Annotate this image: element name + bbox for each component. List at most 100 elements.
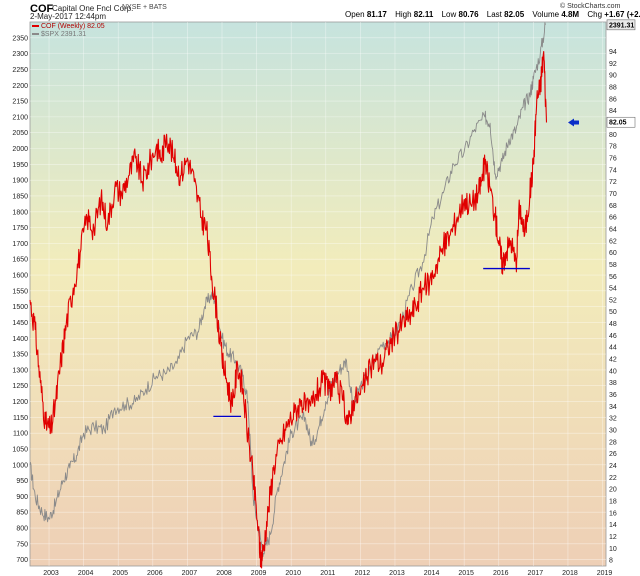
x-tick-label: 2019 bbox=[597, 570, 613, 576]
legend-swatch-cof bbox=[32, 25, 39, 27]
right-tick-label: 30 bbox=[609, 428, 617, 435]
x-tick-label: 2011 bbox=[320, 570, 335, 576]
chg-value: +1.67 (+2.08%) ▲ bbox=[604, 10, 640, 19]
left-tick-label: 1350 bbox=[12, 352, 28, 359]
right-tick-label: 46 bbox=[609, 333, 617, 340]
right-tick-label: 92 bbox=[609, 61, 617, 68]
legend: COF (Weekly) 82.05 $SPX 2391.31 bbox=[32, 22, 105, 38]
x-tick-label: 2008 bbox=[216, 570, 232, 576]
ticker-symbol: COF bbox=[30, 3, 54, 15]
left-tick-label: 1600 bbox=[12, 273, 28, 280]
right-tick-label: 88 bbox=[609, 85, 617, 92]
right-tick-label: 64 bbox=[609, 226, 617, 233]
left-tick-label: 1850 bbox=[12, 193, 28, 200]
exchange-label: NYSE + BATS bbox=[122, 4, 167, 11]
left-tick-label: 2350 bbox=[12, 35, 28, 42]
spx-last-badge-box bbox=[606, 19, 636, 31]
legend-swatch-spx bbox=[32, 33, 39, 35]
last-label: Last bbox=[486, 10, 502, 19]
right-tick-label: 68 bbox=[609, 203, 617, 210]
right-tick-label: 26 bbox=[609, 451, 617, 458]
right-tick-label: 58 bbox=[609, 262, 617, 269]
open-label: Open bbox=[345, 10, 365, 19]
right-tick-label: 34 bbox=[609, 404, 617, 411]
left-tick-label: 1100 bbox=[13, 431, 28, 438]
stockcharts-credit: © StockCharts.com bbox=[560, 3, 621, 10]
annotations: 2391.31 82.05 bbox=[213, 19, 636, 418]
left-tick-label: 1200 bbox=[12, 399, 28, 406]
right-tick-label: 90 bbox=[609, 73, 617, 80]
left-tick-label: 850 bbox=[16, 510, 28, 517]
x-axis: 2003 2004 2005 2006 2007 2008 2009 2010 2011 2012… bbox=[43, 570, 612, 576]
right-tick-label: 60 bbox=[609, 250, 617, 257]
left-axis: 700 750 800 850 900 950 1000 1050 1100 1150 1200 12… bbox=[12, 35, 28, 564]
left-tick-label: 2050 bbox=[12, 130, 28, 137]
right-tick-label: 54 bbox=[609, 286, 617, 293]
x-tick-label: 2016 bbox=[493, 570, 509, 576]
x-tick-label: 2004 bbox=[78, 570, 94, 576]
right-tick-label: 74 bbox=[609, 167, 617, 174]
x-tick-label: 2003 bbox=[43, 570, 59, 576]
right-tick-label: 12 bbox=[609, 534, 617, 541]
left-tick-label: 1450 bbox=[12, 320, 28, 327]
left-tick-label: 1950 bbox=[12, 162, 28, 169]
left-tick-label: 1800 bbox=[12, 209, 28, 216]
chg-label: Chg bbox=[587, 10, 603, 19]
x-tick-label: 2010 bbox=[285, 570, 301, 576]
last-value: 82.05 bbox=[504, 10, 525, 19]
left-tick-label: 2150 bbox=[12, 99, 28, 106]
low-label: Low bbox=[441, 10, 457, 19]
spx-last-badge: 2391.31 bbox=[606, 19, 636, 31]
volume-value: 4.8M bbox=[561, 10, 580, 19]
left-tick-label: 2300 bbox=[12, 51, 28, 58]
right-tick-label: 94 bbox=[609, 49, 617, 56]
legend-label-spx: $SPX 2391.31 bbox=[41, 30, 87, 38]
company-name: Capital One Fncl Corp. bbox=[52, 4, 134, 13]
right-tick-label: 20 bbox=[609, 487, 617, 494]
left-tick-label: 900 bbox=[16, 494, 28, 501]
left-tick-label: 800 bbox=[16, 526, 28, 533]
left-tick-label: 1500 bbox=[12, 304, 28, 311]
open-value: 81.17 bbox=[366, 10, 387, 19]
cof-last-badge: 82.05 bbox=[606, 116, 636, 128]
right-tick-label: 14 bbox=[609, 522, 617, 529]
left-tick-label: 1700 bbox=[12, 241, 28, 248]
right-tick-label: 36 bbox=[609, 392, 617, 399]
x-tick-label: 2014 bbox=[424, 570, 440, 576]
x-tick-label: 2005 bbox=[112, 570, 128, 576]
right-tick-label: 76 bbox=[609, 156, 617, 163]
right-tick-label: 80 bbox=[609, 132, 617, 139]
right-tick-label: 84 bbox=[609, 108, 617, 115]
left-tick-label: 1400 bbox=[12, 336, 28, 343]
left-tick-label: 2100 bbox=[12, 114, 28, 121]
current-price-arrow-icon bbox=[568, 118, 579, 127]
left-tick-label: 1050 bbox=[12, 446, 28, 453]
right-tick-label: 42 bbox=[609, 357, 617, 364]
right-tick-label: 62 bbox=[609, 238, 617, 245]
legend-entry-cof: COF (Weekly) 82.05 bbox=[32, 22, 105, 30]
right-tick-label: 8 bbox=[609, 558, 613, 565]
right-tick-label: 86 bbox=[609, 96, 617, 103]
right-tick-label: 52 bbox=[609, 297, 617, 304]
left-tick-label: 1650 bbox=[12, 257, 28, 264]
right-tick-label: 10 bbox=[609, 546, 617, 553]
right-tick-label: 38 bbox=[609, 380, 617, 387]
right-axis: 8 10 12 14 16 18 20 22 24 26 28 30 32 34 36 38 40 42 44 46 4… bbox=[609, 49, 617, 565]
left-tick-label: 1900 bbox=[12, 178, 28, 185]
right-tick-label: 40 bbox=[609, 368, 617, 375]
x-tick-label: 2012 bbox=[355, 570, 371, 576]
left-tick-label: 2200 bbox=[12, 83, 28, 90]
left-tick-label: 1750 bbox=[12, 225, 28, 232]
series-layer bbox=[29, 22, 548, 569]
right-tick-label: 70 bbox=[609, 191, 617, 198]
left-tick-label: 1550 bbox=[12, 288, 28, 295]
right-tick-label: 72 bbox=[609, 179, 617, 186]
spx-last-badge-text: 2391.31 bbox=[609, 22, 634, 29]
x-tick-label: 2013 bbox=[389, 570, 405, 576]
left-tick-label: 1250 bbox=[12, 383, 28, 390]
left-tick-label: 950 bbox=[16, 478, 28, 485]
left-tick-label: 1000 bbox=[12, 462, 28, 469]
left-tick-label: 2250 bbox=[12, 67, 28, 74]
